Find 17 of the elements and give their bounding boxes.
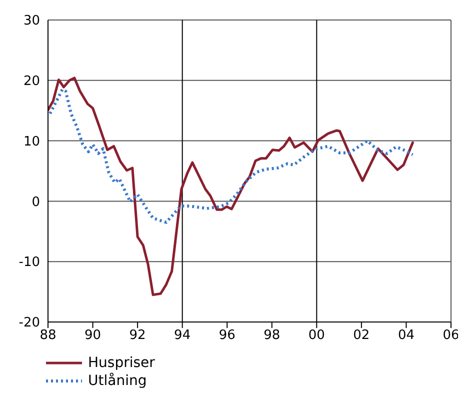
y-tick-label: 10 [23,134,40,150]
y-tick-label: 0 [32,194,40,210]
x-tick-label: 88 [40,328,56,344]
x-tick-label: 00 [308,328,325,344]
legend-label: Utlåning [88,373,147,389]
x-tick-label: 90 [84,328,102,344]
x-tick-label: 04 [398,328,414,344]
x-tick-label: 02 [353,328,370,344]
x-tick-label: 92 [129,328,146,344]
x-tick-label: 96 [218,328,236,344]
y-tick-label: 20 [23,74,40,90]
legend-label: Huspriser [88,355,155,371]
y-tick-label: 30 [23,14,40,29]
x-tick-label: 94 [174,328,191,344]
x-tick-label: 98 [264,328,280,344]
y-tick-label: -20 [18,316,40,331]
y-tick-label: -10 [18,255,40,270]
